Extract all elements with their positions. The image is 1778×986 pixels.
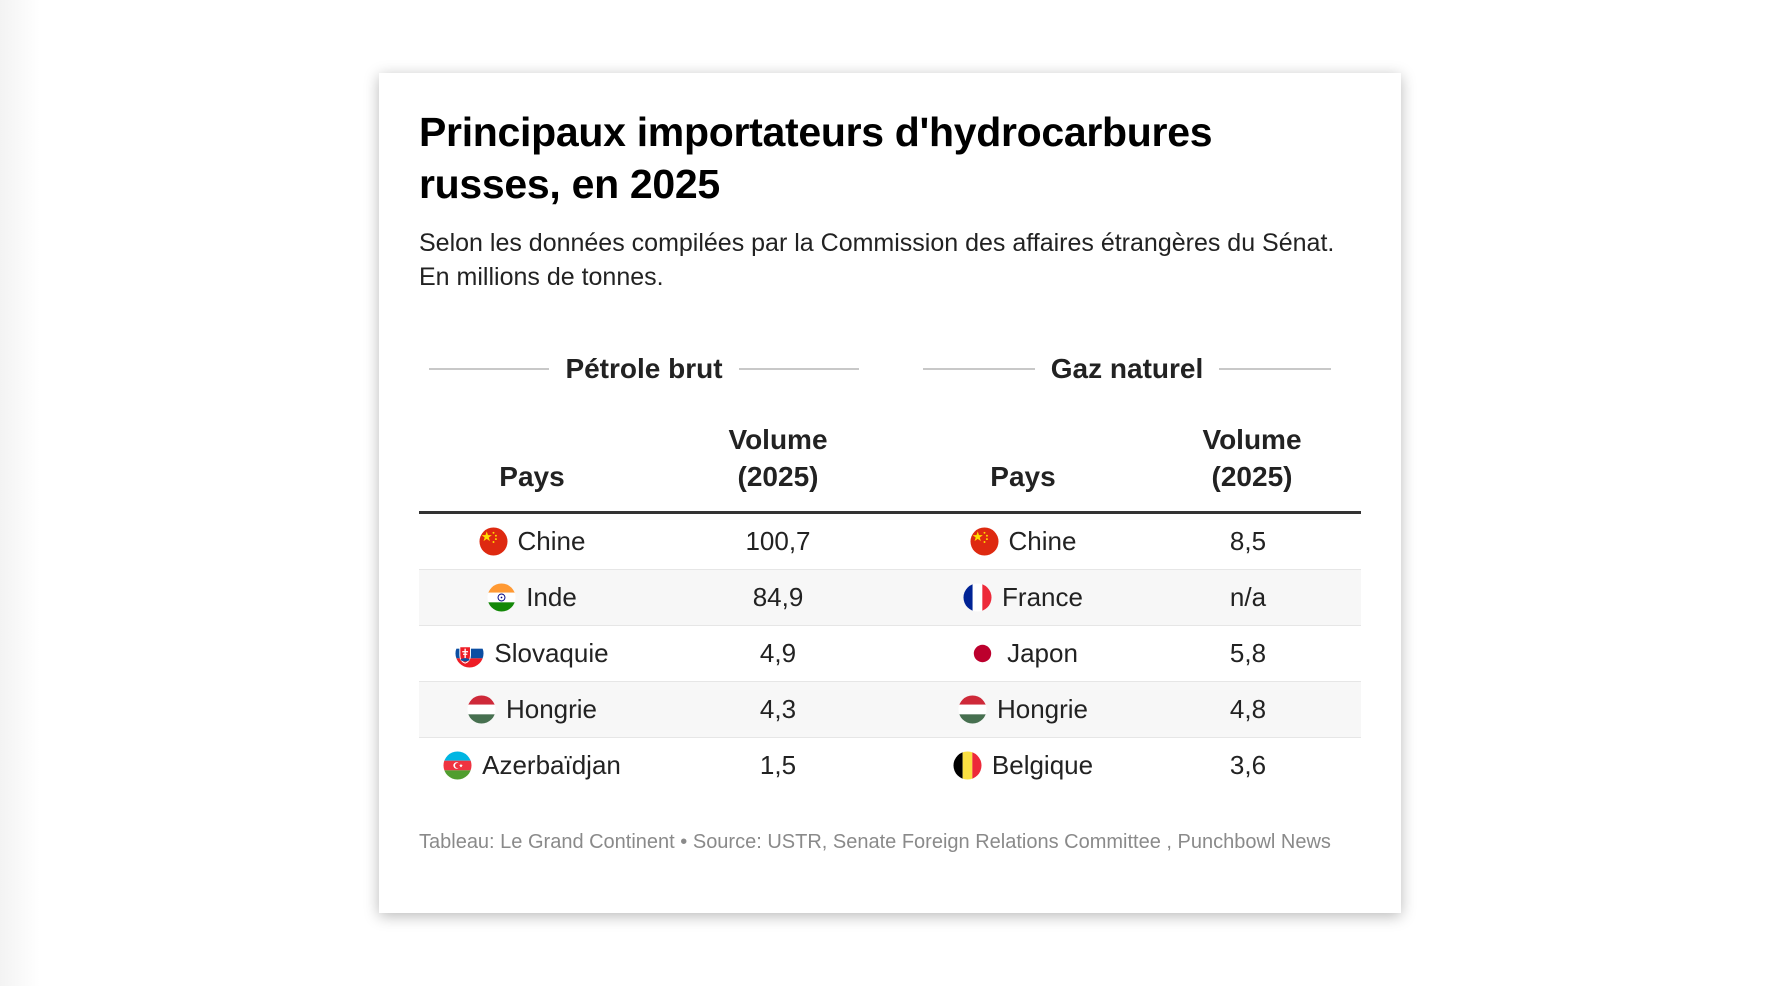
chart-card: Principaux importateurs d'hydrocarbures … [379,73,1401,913]
hungary-flag-icon [958,695,987,724]
country-name: Japon [1007,638,1078,668]
china-flag-icon [970,527,999,556]
table-row: Azerbaïdjan 1,5 Belgique 3,6 [419,738,1361,793]
india-flag-icon [487,583,516,612]
country-cell: Azerbaïdjan [419,738,645,793]
country-cell: Belgique [911,738,1135,793]
country-name: Inde [526,582,577,612]
column-header-volume: Volume (2025) [728,424,828,492]
column-header-volume: Volume (2025) [1202,424,1302,492]
france-flag-icon [963,583,992,612]
volume-value: 4,8 [1229,694,1267,724]
belgium-flag-icon [953,751,982,780]
china-flag-icon [479,527,508,556]
country-name: Chine [517,526,586,556]
volume-value: 1,5 [759,750,797,780]
country-name: Azerbaïdjan [482,750,621,780]
country-cell: Japon [911,626,1135,681]
group-header-gaz: Gaz naturel [923,349,1332,389]
volume-value: n/a [1229,582,1267,612]
country-name: Hongrie [505,694,598,724]
azerbaijan-flag-icon [443,751,472,780]
group-title-gaz: Gaz naturel [1050,353,1204,384]
table-row: Hongrie 4,3 Hongrie 4,8 [419,682,1361,738]
country-cell: Hongrie [419,682,645,737]
country-name: France [1002,582,1083,612]
group-header-petrole: Pétrole brut [429,349,860,389]
country-name: Chine [1008,526,1077,556]
volume-value: 4,9 [759,638,797,668]
country-cell: Inde [419,570,645,625]
country-cell: Chine [419,514,645,569]
header-rule [419,511,1361,514]
volume-value: 8,5 [1229,526,1267,556]
country-cell: Slovaquie [419,626,645,681]
source-note: Tableau: Le Grand Continent • Source: US… [419,831,1331,853]
volume-value: 4,3 [759,694,797,724]
table-row: Chine 100,7 Chine 8,5 [419,514,1361,570]
slovakia-flag-icon [455,639,484,668]
volume-value: 84,9 [752,582,804,612]
group-title-petrole: Pétrole brut [565,353,723,384]
chart-subtitle: Selon les données compilées par la Commi… [419,229,1335,291]
group-rule-left [429,368,550,370]
volume-value: 5,8 [1229,638,1267,668]
country-name: Belgique [991,750,1094,780]
country-name: Hongrie [996,694,1089,724]
group-rule-right [1219,368,1332,370]
hungary-flag-icon [467,695,496,724]
volume-value: 3,6 [1229,750,1267,780]
table-row: Inde 84,9 France n/a [419,570,1361,626]
table-body: Chine 100,7 Chine 8,5 Inde 84,9 France n/a Slova… [419,514,1361,793]
volume-value: 100,7 [745,526,811,556]
country-name: Slovaquie [494,638,609,668]
country-cell: Chine [911,514,1135,569]
group-rule-right [738,368,860,370]
column-header-pays: Pays [990,461,1056,492]
country-cell: Hongrie [911,682,1135,737]
group-rule-left [923,368,1035,370]
table-row: Slovaquie 4,9 Japon 5,8 [419,626,1361,682]
japan-flag-icon [968,639,997,668]
chart-title: Principaux importateurs d'hydrocarbures … [419,109,1213,207]
country-cell: France [911,570,1135,625]
column-header-pays: Pays [499,461,565,492]
